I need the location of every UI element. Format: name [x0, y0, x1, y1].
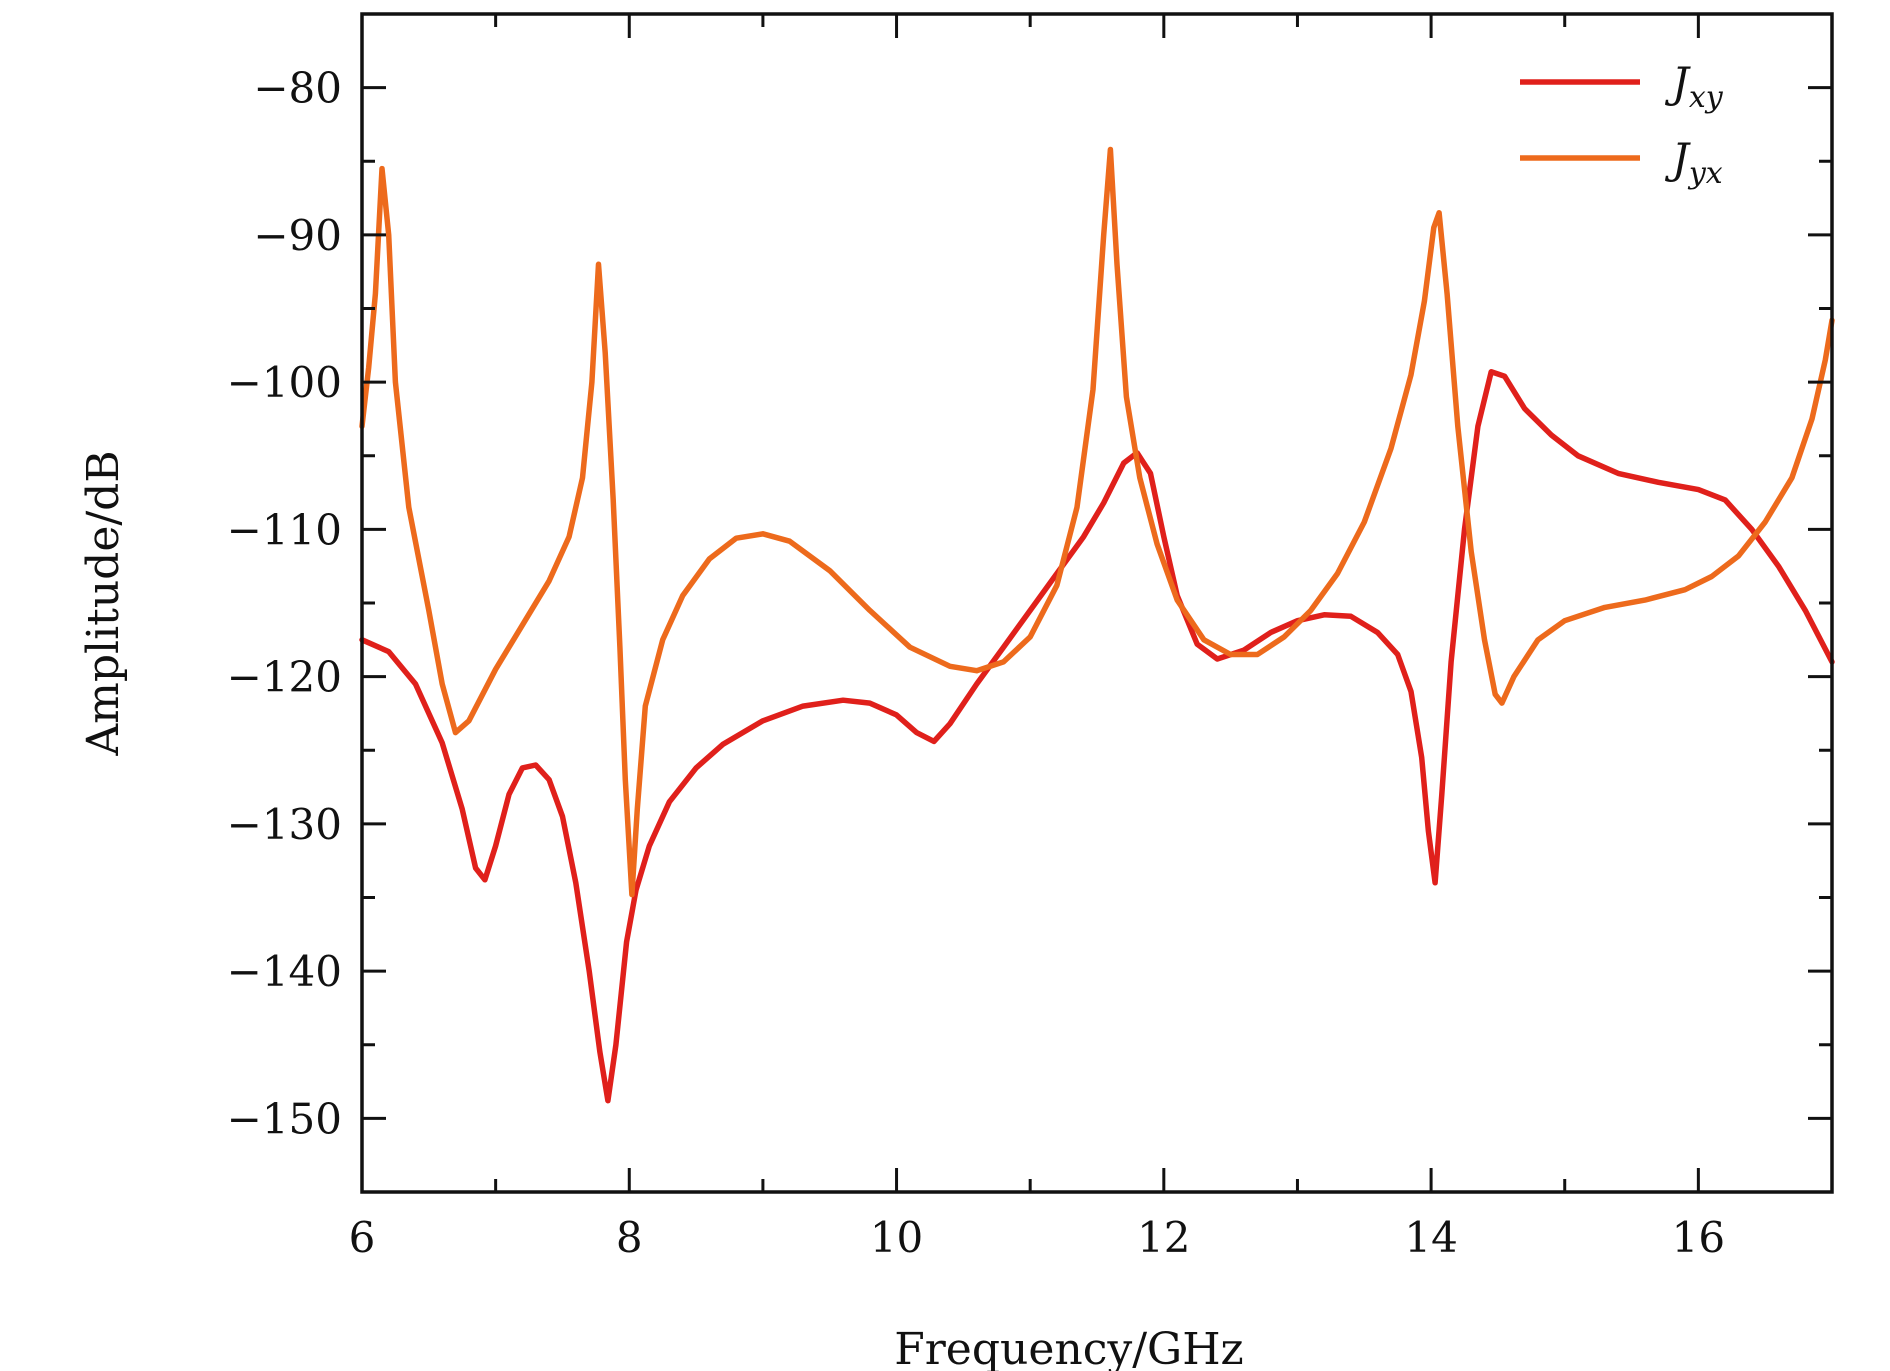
x-tick-label: 6 [349, 1213, 376, 1262]
y-tick-labels: −80 −90 −100 −110 −120 −130 −140 −150 [227, 64, 342, 1144]
y-tick-label: −130 [227, 800, 342, 849]
y-tick-label: −110 [227, 505, 342, 554]
legend: Jxy Jyx [1520, 58, 1724, 191]
y-tick-label: −150 [227, 1094, 342, 1143]
y-tick-label: −140 [227, 947, 342, 996]
x-tick-label: 10 [870, 1213, 923, 1262]
series-line-jxy [359, 369, 1835, 1104]
x-tick-label: 8 [616, 1213, 643, 1262]
y-tick-label: −100 [227, 358, 342, 407]
x-tick-label: 12 [1137, 1213, 1190, 1262]
series-line-jyx [359, 146, 1835, 898]
x-axis-title: Frequency/GHz [894, 1324, 1244, 1371]
y-tick-label: −120 [227, 653, 342, 702]
legend-label-jxy-sub: xy [1689, 80, 1724, 115]
y-tick-label: −80 [253, 64, 342, 113]
legend-label-jyx-sub: yx [1687, 156, 1723, 191]
y-tick-label: −90 [253, 211, 342, 260]
y-axis-title: Amplitude/dB [78, 450, 129, 756]
x-tick-labels: 6 8 10 12 14 16 [349, 1213, 1725, 1262]
plot-frame [360, 12, 1834, 1194]
x-tick-label: 14 [1404, 1213, 1457, 1262]
series-layer [359, 146, 1835, 1104]
x-tick-label: 16 [1672, 1213, 1725, 1262]
